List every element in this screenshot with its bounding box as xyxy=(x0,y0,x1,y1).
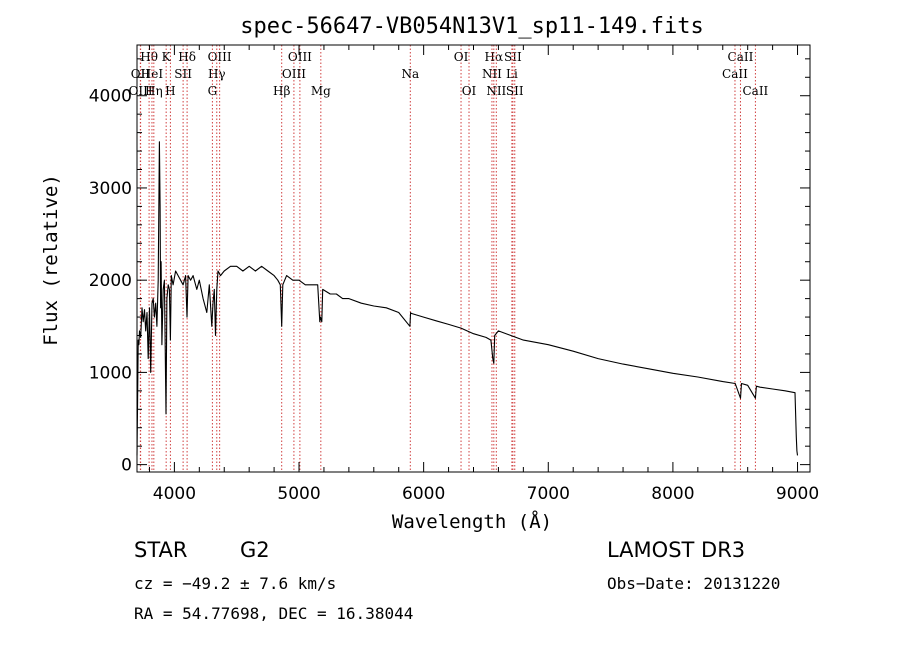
y-tick-label: 4000 xyxy=(89,87,132,107)
spectral-line-label: OIII xyxy=(129,84,153,98)
series-layer xyxy=(136,141,799,456)
spectral-line-label: SII xyxy=(504,50,522,64)
spectral-line-label: NII xyxy=(482,67,502,81)
chart-title: spec-56647-VB054N13V1_sp11-149.fits xyxy=(240,14,704,39)
spectral-line-label: CaII xyxy=(722,67,748,81)
spectral-line-label: CaII xyxy=(742,84,768,98)
spectral-line-label: Hβ xyxy=(273,84,290,98)
spectrum-line xyxy=(136,141,799,456)
y-tick-label: 1000 xyxy=(89,363,132,383)
spectral-line-label: SII xyxy=(506,84,524,98)
coordinates: RA = 54.77698, DEC = 16.38044 xyxy=(134,604,414,623)
x-tick-label: 6000 xyxy=(402,484,445,504)
x-tick-label: 9000 xyxy=(776,484,819,504)
spectral-line-label: H xyxy=(165,84,175,98)
spectral-line-label: OIII xyxy=(208,50,232,64)
spectral-line-label: Hγ xyxy=(208,67,226,81)
spectral-line-label: K xyxy=(162,50,172,64)
x-tick-label: 8000 xyxy=(651,484,694,504)
observation-date: Obs−Date: 20131220 xyxy=(607,574,781,593)
spectral-line-label: HeI xyxy=(141,67,164,81)
x-tick-label: 5000 xyxy=(277,484,320,504)
spectral-line-label: Hη xyxy=(145,84,163,98)
x-tick-label: 7000 xyxy=(527,484,570,504)
object-subclass: G2 xyxy=(240,538,270,562)
spectral-line-label: Hα xyxy=(485,50,504,64)
spectral-line-label: NII xyxy=(486,84,506,98)
spectral-line-label: Na xyxy=(401,67,419,81)
survey-name: LAMOST DR3 xyxy=(607,538,746,562)
x-tick-label: 4000 xyxy=(153,484,196,504)
spectral-line-label: OIII xyxy=(288,50,312,64)
y-tick-label: 0 xyxy=(121,456,132,476)
spectral-line-label: CaII xyxy=(728,50,754,64)
spectral-line-label: OIII xyxy=(282,67,306,81)
spectral-line-label: Mg xyxy=(311,84,331,98)
spectral-line-label: G xyxy=(208,84,218,98)
object-class: STAR xyxy=(134,538,188,562)
y-tick-label: 2000 xyxy=(89,271,132,291)
x-axis-label: Wavelength (Å) xyxy=(392,510,552,533)
plot-frame xyxy=(136,44,811,473)
spectral-line-label: OI xyxy=(454,50,469,64)
axis-ticks: 4000 5000 6000 7000 8000 9000 0 1000 2000 3000 400… xyxy=(89,45,819,504)
y-axis-label: Flux (relative) xyxy=(40,174,62,346)
spectral-line-label: SII xyxy=(174,67,192,81)
radial-velocity: cz = −49.2 ± 7.6 km/s xyxy=(134,574,337,593)
spectral-line-label: Li xyxy=(506,67,518,81)
spectral-line-label: OI xyxy=(462,84,477,98)
y-tick-label: 3000 xyxy=(89,179,132,199)
spectral-line-label: Hθ xyxy=(140,50,158,64)
spectral-line-label: Hδ xyxy=(178,50,196,64)
